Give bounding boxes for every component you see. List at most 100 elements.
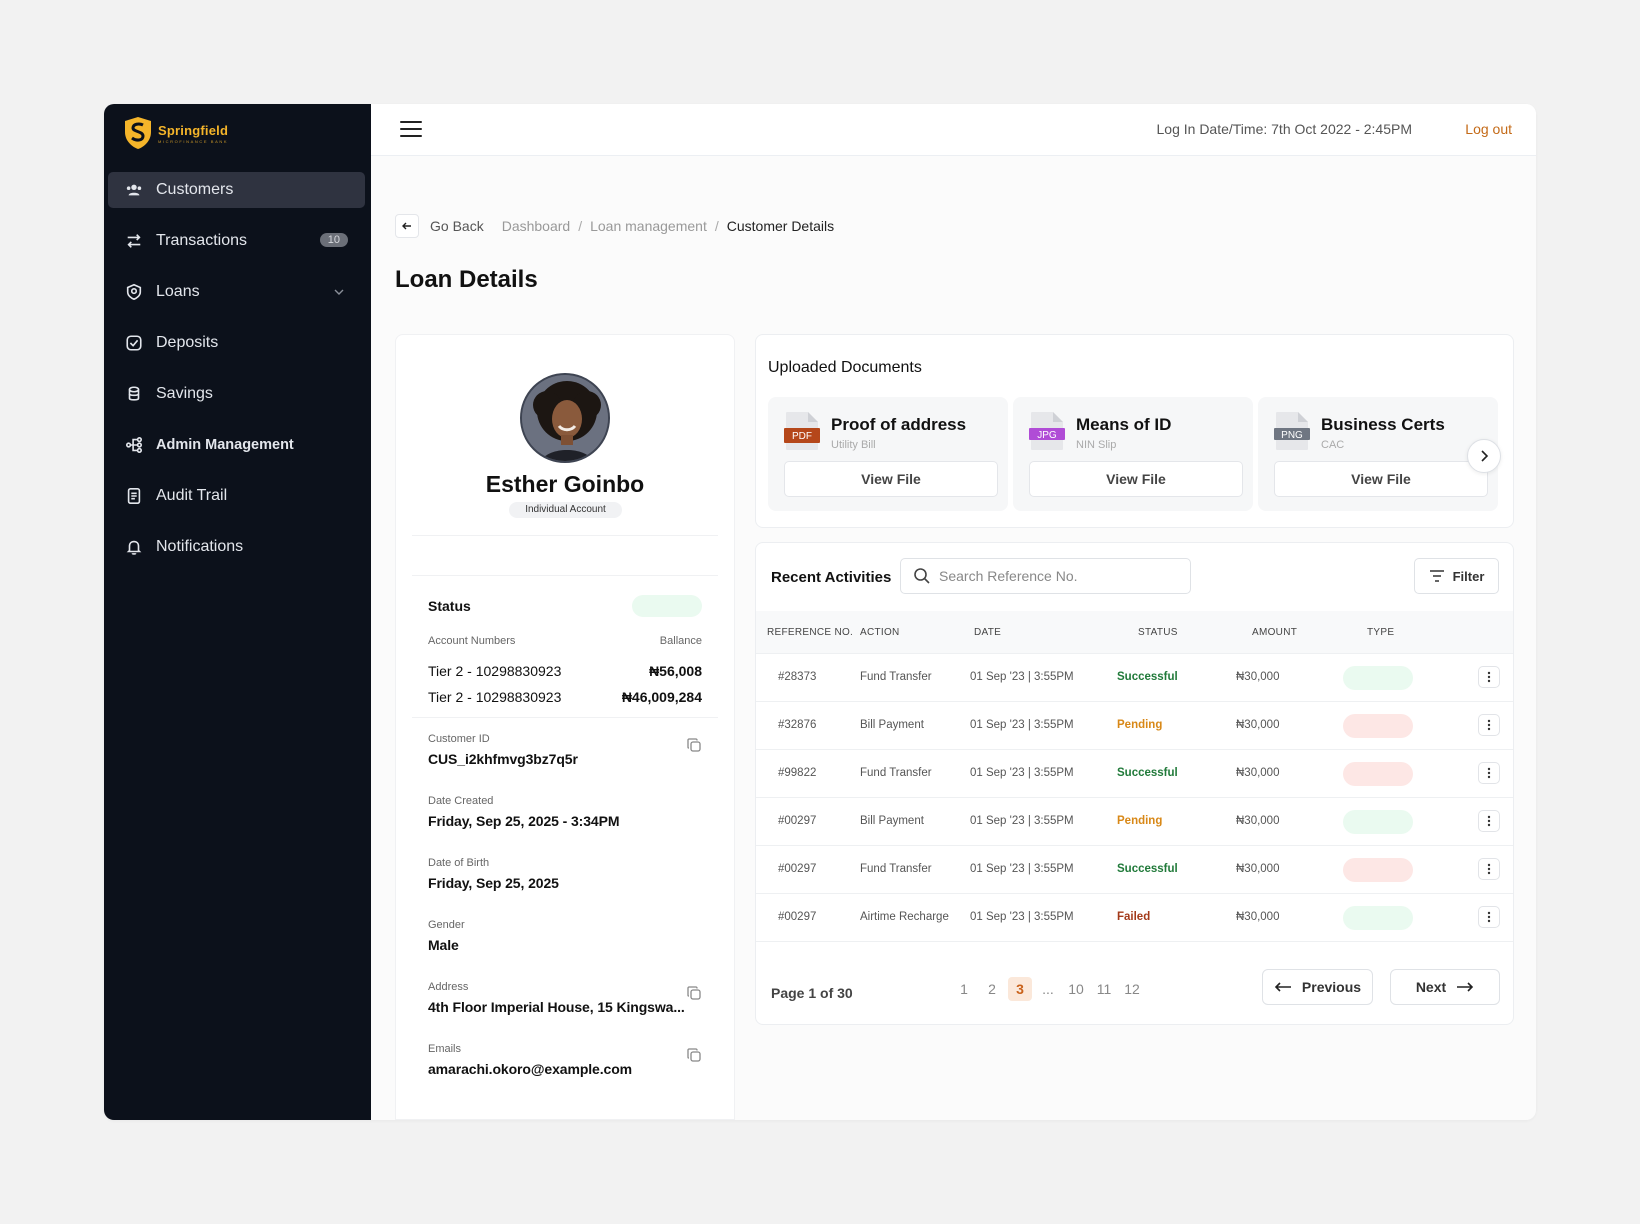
table-row[interactable]: #28373 Fund Transfer 01 Sep '23 | 3:55PM Su… [756, 654, 1513, 702]
loan-shield-icon [124, 282, 144, 302]
sidebar-item-notifications[interactable]: Notifications [108, 529, 365, 565]
divider [412, 535, 718, 536]
cell-date: 01 Sep '23 | 3:55PM [970, 815, 1074, 827]
row-actions-button[interactable] [1478, 906, 1500, 928]
sidebar-item-savings[interactable]: Savings [108, 376, 365, 412]
account-numbers-label: Account Numbers [428, 635, 516, 647]
row-actions-button[interactable] [1478, 666, 1500, 688]
search-field[interactable] [900, 558, 1191, 594]
page-number[interactable]: 3 [1008, 977, 1032, 1001]
sidebar-item-deposits[interactable]: Deposits [108, 325, 365, 361]
page-number[interactable]: 10 [1068, 981, 1084, 997]
row-actions-button[interactable] [1478, 858, 1500, 880]
view-file-button[interactable]: View File [1274, 461, 1488, 497]
menu-icon[interactable] [400, 120, 422, 138]
column-header[interactable]: AMOUNT [1252, 627, 1298, 638]
more-vertical-icon [1487, 863, 1491, 875]
arrow-right-icon [1457, 982, 1474, 992]
column-header[interactable]: TYPE [1367, 627, 1395, 638]
sidebar-item-customers[interactable]: Customers [108, 172, 365, 208]
sidebar-item-audit-trail[interactable]: Audit Trail [108, 478, 365, 514]
copy-icon[interactable] [686, 985, 702, 1001]
copy-icon[interactable] [686, 737, 702, 753]
profile-photo [522, 375, 608, 461]
cell-ref: #99822 [778, 767, 817, 779]
page-number[interactable]: 12 [1124, 981, 1140, 997]
coins-icon [124, 384, 144, 404]
table-row[interactable]: #32876 Bill Payment 01 Sep '23 | 3:55PM Pen… [756, 702, 1513, 750]
copy-icon[interactable] [686, 1047, 702, 1063]
cell-date: 01 Sep '23 | 3:55PM [970, 719, 1074, 731]
account-balance: ₦56,008 [649, 663, 702, 679]
sidebar-item-label: Loans [156, 283, 200, 300]
sidebar-nav: Customers Transactions 10 Loans [108, 172, 365, 580]
account-row: Tier 2 - 10298830923 ₦46,009,284 [428, 689, 702, 705]
field-label: Gender [428, 919, 465, 931]
filter-icon [1429, 570, 1444, 582]
column-header[interactable]: STATUS [1138, 627, 1178, 638]
table-row[interactable]: #00297 Airtime Recharge 01 Sep '23 | 3:55P… [756, 894, 1513, 942]
document-type: CAC [1321, 439, 1345, 451]
sidebar-item-loans[interactable]: Loans [108, 274, 365, 310]
breadcrumb-loan-management[interactable]: Loan management [590, 218, 707, 234]
type-badge [1343, 858, 1413, 882]
breadcrumb-dashboard[interactable]: Dashboard [501, 218, 571, 234]
pagination-ellipsis: ... [1042, 981, 1054, 997]
column-header[interactable]: ACTION [860, 627, 900, 638]
documents-next-button[interactable] [1467, 439, 1501, 473]
brand-tagline: MICROFINANCE BANK [158, 138, 229, 144]
status-label: Status [428, 598, 471, 614]
customer-id-value: CUS_i2khfmvg3bz7q5r [428, 751, 578, 767]
go-back-link[interactable]: Go Back [430, 218, 484, 234]
date-created-value: Friday, Sep 25, 2025 - 3:34PM [428, 813, 620, 829]
avatar [520, 373, 610, 463]
next-button[interactable]: Next [1390, 969, 1500, 1005]
view-file-button[interactable]: View File [784, 461, 998, 497]
document-name: Means of ID [1076, 415, 1172, 434]
app-window: Springfield MICROFINANCE BANK Customers … [104, 104, 1536, 1120]
sidebar-item-admin-management[interactable]: Admin Management [108, 427, 365, 463]
sidebar-item-transactions[interactable]: Transactions 10 [108, 223, 365, 259]
more-vertical-icon [1487, 719, 1491, 731]
breadcrumb-separator: / [714, 218, 719, 234]
view-file-button[interactable]: View File [1029, 461, 1243, 497]
filter-button[interactable]: Filter [1414, 558, 1499, 594]
logout-link[interactable]: Log out [1465, 121, 1512, 137]
gender-field: Gender Male [428, 919, 702, 953]
hierarchy-icon [124, 435, 144, 455]
type-badge [1343, 762, 1413, 786]
back-button[interactable] [395, 214, 419, 238]
page-number[interactable]: 1 [960, 981, 968, 997]
page-number[interactable]: 11 [1096, 981, 1112, 997]
cell-amount: ₦30,000 [1236, 863, 1280, 875]
row-actions-button[interactable] [1478, 762, 1500, 784]
table-row[interactable]: #00297 Bill Payment 01 Sep '23 | 3:55PM Pen… [756, 798, 1513, 846]
shield-logo-icon [125, 117, 151, 149]
table-row[interactable]: #00297 Fund Transfer 01 Sep '23 | 3:55PM Su… [756, 846, 1513, 894]
svg-text:JPG: JPG [1037, 430, 1057, 441]
type-badge [1343, 714, 1413, 738]
login-timestamp: Log In Date/Time: 7th Oct 2022 - 2:45PM [1156, 121, 1413, 137]
row-actions-button[interactable] [1478, 714, 1500, 736]
column-header[interactable]: REFERENCE NO. [767, 627, 854, 638]
cell-action: Fund Transfer [860, 671, 932, 683]
table-row[interactable]: #99822 Fund Transfer 01 Sep '23 | 3:55PM Su… [756, 750, 1513, 798]
field-label: Customer ID [428, 733, 490, 745]
top-bar: Log In Date/Time: 7th Oct 2022 - 2:45PM … [371, 104, 1536, 156]
document-tile: JPG Means of ID NIN Slip View File [1013, 397, 1253, 511]
brand-name: Springfield [158, 122, 229, 138]
previous-button[interactable]: Previous [1262, 969, 1373, 1005]
cell-action: Bill Payment [860, 719, 924, 731]
row-actions-button[interactable] [1478, 810, 1500, 832]
brand-logo[interactable]: Springfield MICROFINANCE BANK [124, 116, 228, 150]
users-icon [124, 180, 144, 200]
search-input[interactable] [939, 568, 1169, 584]
chevron-down-icon[interactable] [333, 286, 345, 298]
cell-ref: #00297 [778, 863, 817, 875]
uploaded-documents-card: Uploaded Documents PDF Proof of address … [755, 334, 1514, 528]
page-number[interactable]: 2 [988, 981, 996, 997]
document-list-icon [124, 486, 144, 506]
type-badge [1343, 666, 1413, 690]
cell-status: Failed [1117, 911, 1151, 923]
column-header[interactable]: DATE [974, 627, 1002, 638]
